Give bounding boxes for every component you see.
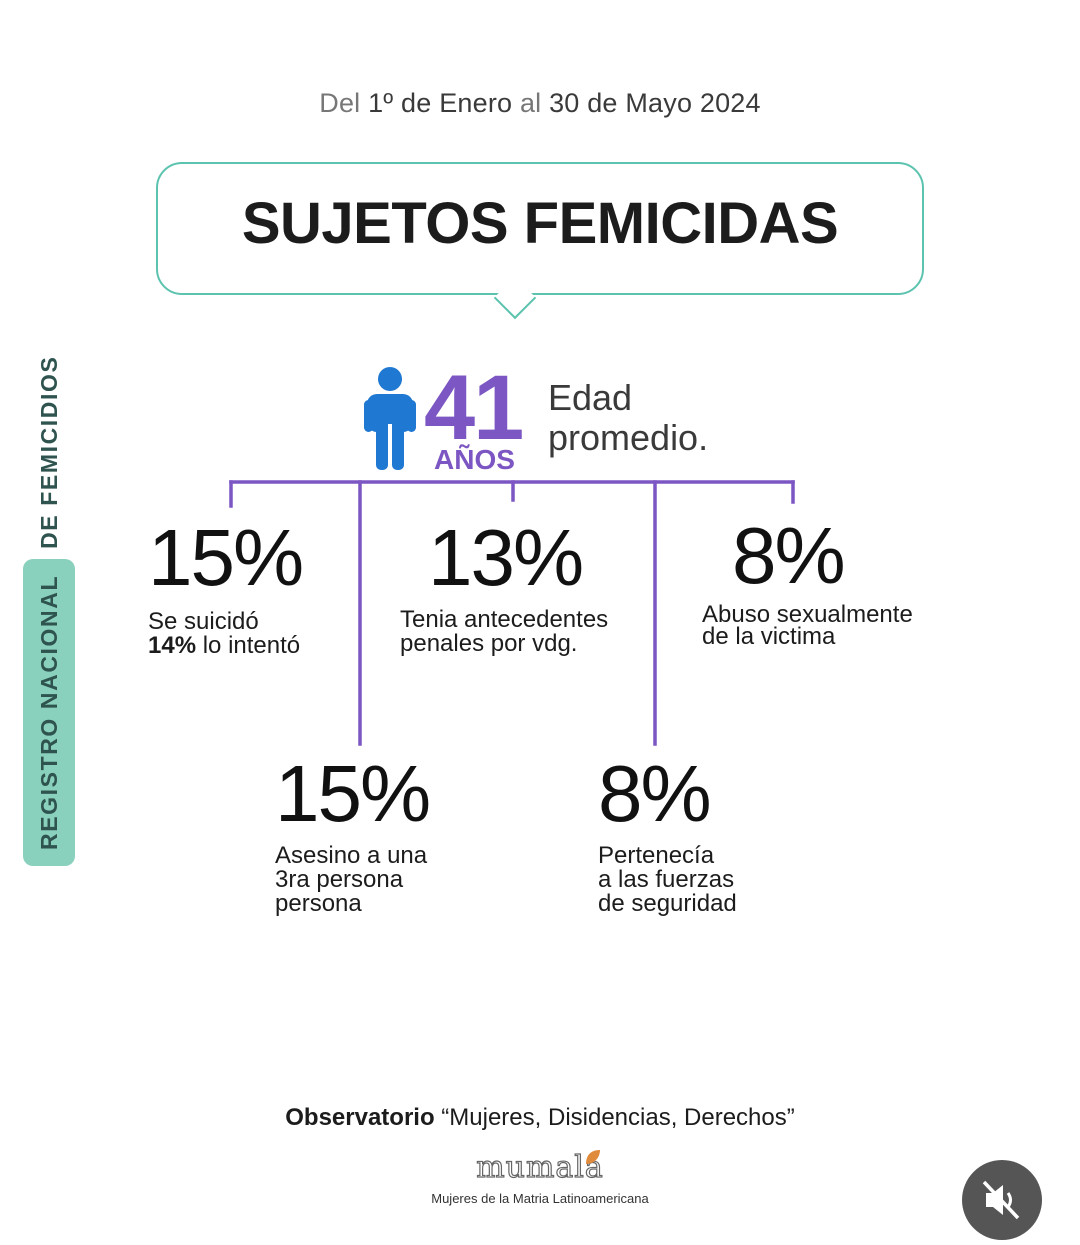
average-age-label-line1: Edad	[548, 377, 633, 418]
observatorio-credit: Observatorio “Mujeres, Disidencias, Dere…	[0, 1104, 1080, 1132]
average-age-label: Edad promedio.	[548, 378, 768, 458]
stat-line: penales por vdg.	[400, 630, 578, 657]
stat-description: Pertenecía a las fuerzas de seguridad	[598, 844, 737, 916]
speaker-muted-icon	[982, 1180, 1020, 1220]
stat-suicide: 15% Se suicidó 14% lo intentó	[148, 513, 304, 658]
stat-value: 8%	[732, 511, 846, 600]
stat-description: Asesino a una 3ra persona persona	[275, 844, 429, 916]
average-age-unit: AÑOS	[434, 444, 515, 475]
stat-antecedentes: 13% Tenia antecedentes penales por vdg.	[400, 518, 608, 656]
observatorio-rest: “Mujeres, Disidencias, Derechos”	[434, 1104, 795, 1131]
date-range: Del 1º de Enero al 30 de Mayo 2024	[0, 88, 1080, 119]
page-title: SUJETOS FEMICIDAS	[241, 191, 839, 256]
person-icon	[364, 367, 416, 470]
stat-value: 15%	[148, 513, 304, 602]
stat-line: Abuso sexualmente	[702, 601, 913, 628]
stat-line: persona	[275, 890, 362, 917]
stat-line: Asesino a una	[275, 842, 428, 869]
leaf-icon	[586, 1150, 600, 1164]
stat-line: de la victima	[702, 623, 836, 650]
logo-subtitle: Mujeres de la Matria Latinoamericana	[431, 1191, 649, 1206]
observatorio-bold: Observatorio	[285, 1104, 435, 1131]
stat-line: Tenia antecedentes	[400, 606, 609, 633]
average-age-label-line2: promedio.	[548, 417, 709, 458]
stat-value: 8%	[598, 749, 712, 838]
stat-line: de seguridad	[598, 890, 737, 917]
connector-tree	[229, 480, 795, 746]
stat-abuso: 8% Abuso sexualmente de la victima	[702, 511, 913, 650]
stat-line: 3ra persona	[275, 866, 404, 893]
stat-description: Se suicidó 14% lo intentó	[148, 610, 302, 658]
stat-line: Pertenecía	[598, 842, 715, 869]
stat-bold-value: 14%	[148, 632, 197, 659]
title-speech-bubble	[156, 162, 924, 295]
date-del: Del	[319, 88, 361, 118]
stat-description: Tenia antecedentes penales por vdg.	[400, 608, 608, 656]
stat-line-rest: lo intentó	[196, 632, 301, 659]
stat-fuerzas-seguridad: 8% Pertenecía a las fuerzas de seguridad	[598, 754, 737, 916]
date-start: 1º de Enero	[368, 88, 513, 118]
stat-value: 15%	[275, 749, 431, 838]
average-age-value: 41	[424, 357, 524, 459]
stat-line: 14% lo intentó	[148, 634, 302, 658]
stat-line: a las fuerzas	[598, 866, 735, 893]
mute-button[interactable]	[962, 1160, 1042, 1240]
date-end: 30 de Mayo 2024	[549, 88, 761, 118]
date-al: al	[519, 88, 542, 118]
stat-value: 13%	[428, 513, 584, 602]
stat-tercera-persona: 15% Asesino a una 3ra persona persona	[275, 749, 431, 916]
mumala-logo: mumalá	[476, 1149, 604, 1185]
stat-description: Abuso sexualmente de la victima	[702, 601, 913, 650]
stat-line: Se suicidó	[148, 608, 259, 635]
